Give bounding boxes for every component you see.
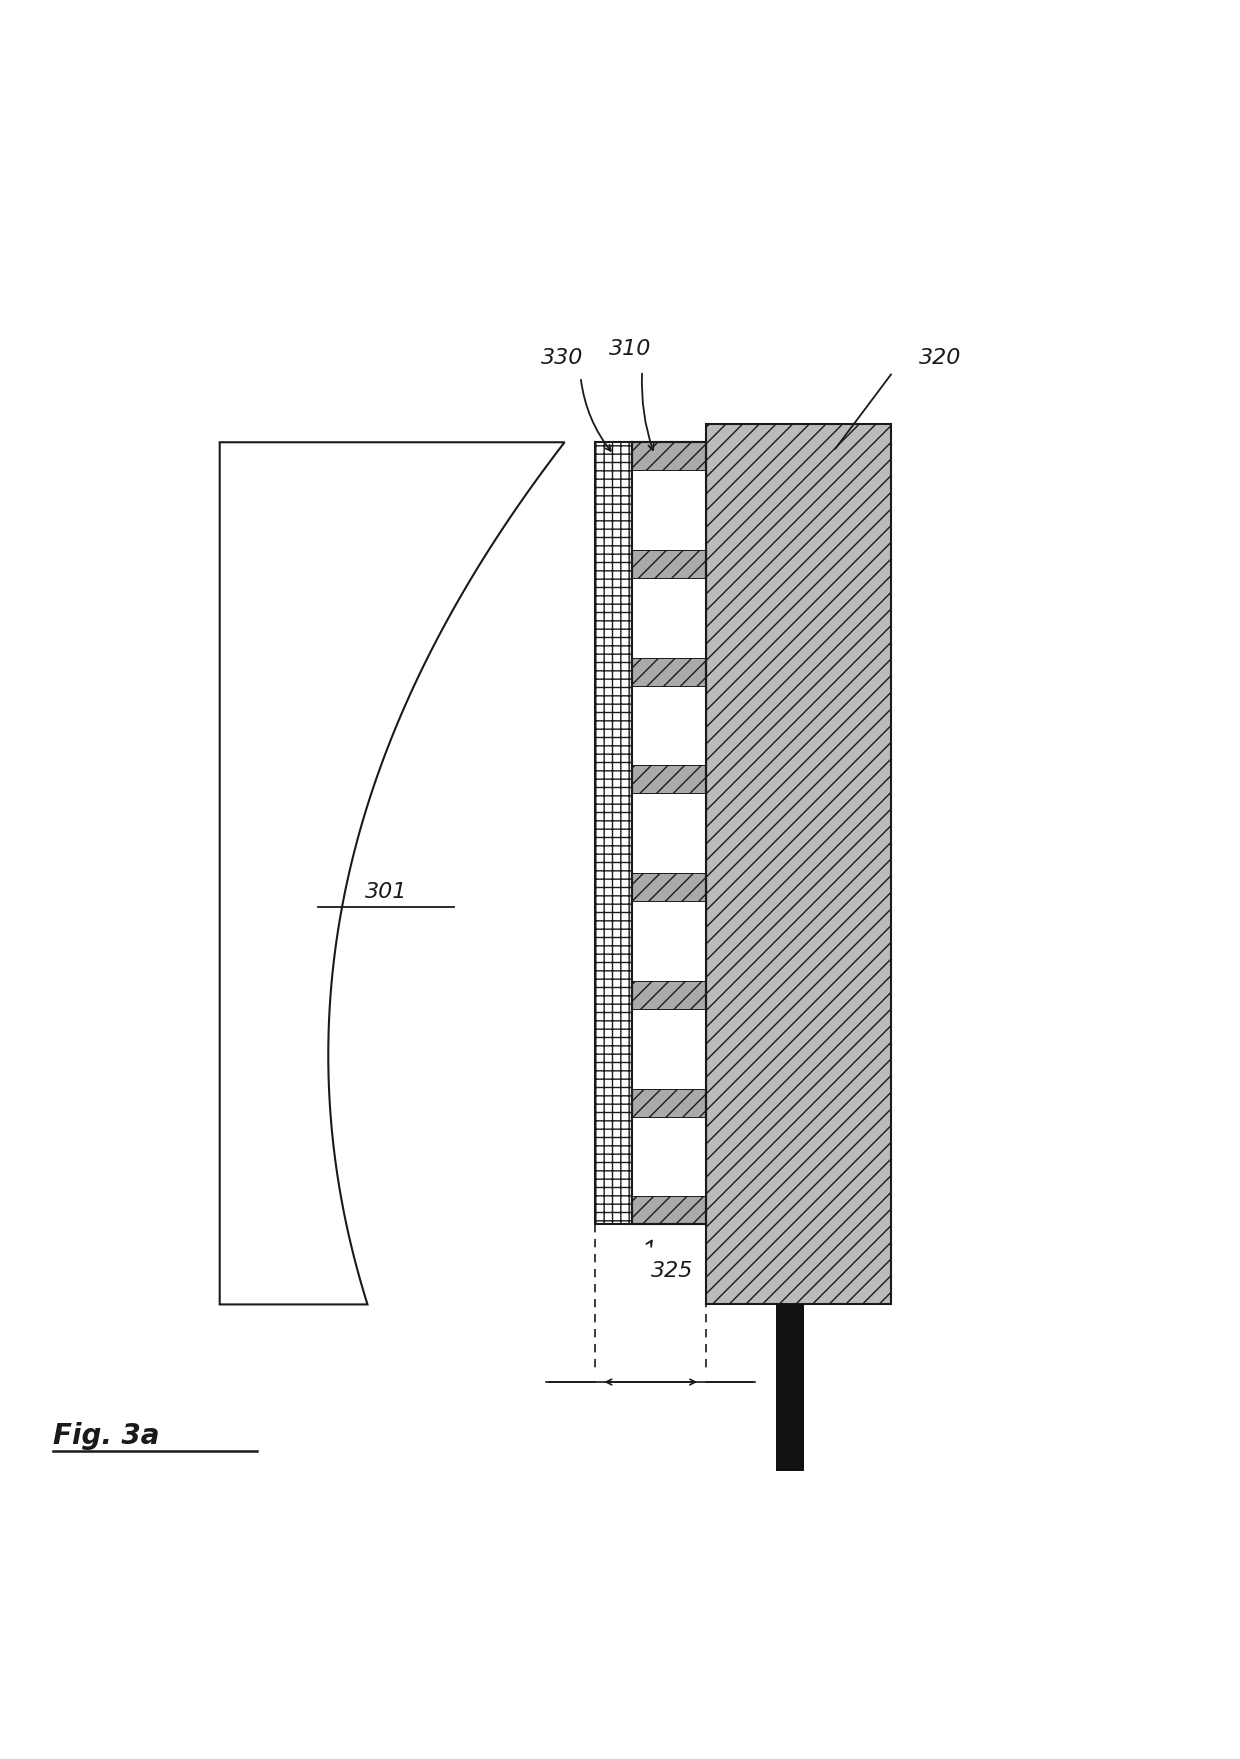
Text: Fig. 3a: Fig. 3a [53,1423,160,1449]
Bar [632,901,707,982]
Text: 330: 330 [541,348,583,368]
Text: 320: 320 [919,348,961,368]
Bar [632,442,707,1224]
Text: 325: 325 [651,1261,693,1281]
Bar [632,1010,707,1089]
Bar [707,424,892,1305]
Text: 310: 310 [609,338,651,359]
Bar [632,579,707,658]
Bar [776,1305,804,1471]
Bar [632,442,707,1224]
Bar [632,686,707,765]
Bar [632,793,707,872]
Bar [595,442,632,1224]
Text: 301: 301 [365,881,407,902]
Polygon shape [219,442,564,1305]
Bar [632,470,707,551]
Bar [632,1117,707,1196]
